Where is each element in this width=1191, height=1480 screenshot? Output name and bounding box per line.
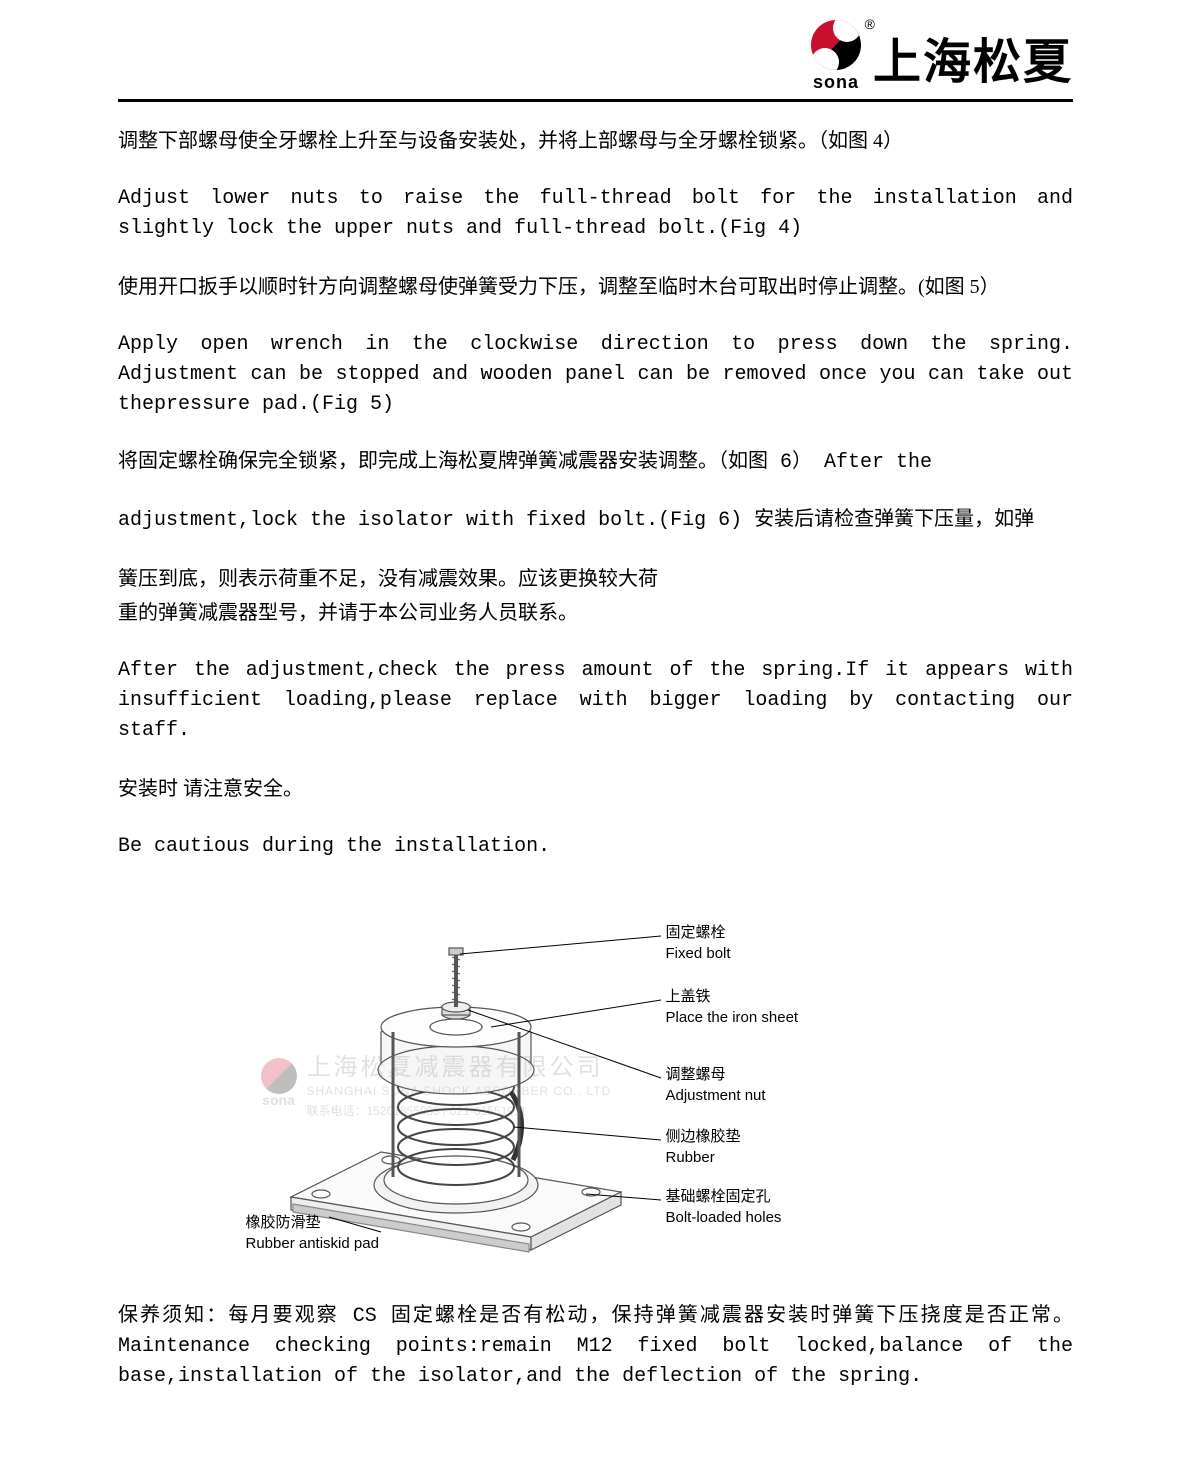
para-6-cn: 安装时 请注意安全。: [118, 774, 1073, 804]
para-2-en: Apply open wrench in the clockwise direc…: [118, 330, 1073, 420]
para-5-cn-b: 重的弹簧减震器型号，并请于本公司业务人员联系。: [118, 598, 1073, 628]
para-7-maintenance: 保养须知：每月要观察 CS 固定螺栓是否有松动，保持弹簧减震器安装时弹簧下压挠度…: [118, 1302, 1073, 1392]
label-adjust-nut-en: Adjustment nut: [666, 1085, 766, 1106]
label-bolt-holes-en: Bolt-loaded holes: [666, 1207, 782, 1228]
registered-mark: ®: [865, 16, 875, 32]
label-antiskid: 橡胶防滑垫 Rubber antiskid pad: [246, 1212, 379, 1254]
para-1-en: Adjust lower nuts to raise the full-thre…: [118, 184, 1073, 244]
label-iron-sheet-en: Place the iron sheet: [666, 1007, 799, 1028]
para-2-cn: 使用开口扳手以顺时针方向调整螺母使弹簧受力下压，调整至临时木台可取出时停止调整。…: [118, 272, 1073, 302]
para-4: adjustment,lock the isolator with fixed …: [118, 506, 1073, 536]
para-5-en: After the adjustment,check the press amo…: [118, 656, 1073, 746]
label-adjust-nut-cn: 调整螺母: [666, 1064, 766, 1085]
label-fixed-bolt-cn: 固定螺栓: [666, 922, 731, 943]
sona-logo-icon: [811, 20, 861, 70]
para-5-cn-a: 簧压到底，则表示荷重不足，没有减震效果。应该更换较大荷: [118, 564, 1073, 594]
label-fixed-bolt: 固定螺栓 Fixed bolt: [666, 922, 731, 964]
para-1-cn: 调整下部螺母使全牙螺栓上升至与设备安装处，并将上部螺母与全牙螺栓锁紧。（如图 4…: [118, 126, 1073, 156]
isolator-svg: [231, 892, 961, 1262]
label-iron-sheet: 上盖铁 Place the iron sheet: [666, 986, 799, 1028]
label-bolt-holes: 基础螺栓固定孔 Bolt-loaded holes: [666, 1186, 782, 1228]
para-3: 将固定螺栓确保完全锁紧，即完成上海松夏牌弹簧减震器安装调整。（如图 6） Aft…: [118, 448, 1073, 478]
label-bolt-holes-cn: 基础螺栓固定孔: [666, 1186, 782, 1207]
label-rubber-en: Rubber: [666, 1147, 741, 1168]
label-iron-sheet-cn: 上盖铁: [666, 986, 799, 1007]
para-6-en: Be cautious during the installation.: [118, 832, 1073, 862]
isolator-diagram: sona 上海松夏减震器有限公司 SHANGHAI SONA SHOCK ABS…: [231, 892, 961, 1262]
label-rubber-cn: 侧边橡胶垫: [666, 1126, 741, 1147]
label-rubber: 侧边橡胶垫 Rubber: [666, 1126, 741, 1168]
page-header: ® sona 上海松夏: [118, 20, 1073, 102]
label-antiskid-en: Rubber antiskid pad: [246, 1233, 379, 1254]
label-antiskid-cn: 橡胶防滑垫: [246, 1212, 379, 1233]
label-adjust-nut: 调整螺母 Adjustment nut: [666, 1064, 766, 1106]
label-fixed-bolt-en: Fixed bolt: [666, 943, 731, 964]
logo-block: ® sona: [811, 20, 861, 93]
logo-text: sona: [813, 72, 859, 93]
brand-name-cn: 上海松夏: [873, 22, 1073, 92]
